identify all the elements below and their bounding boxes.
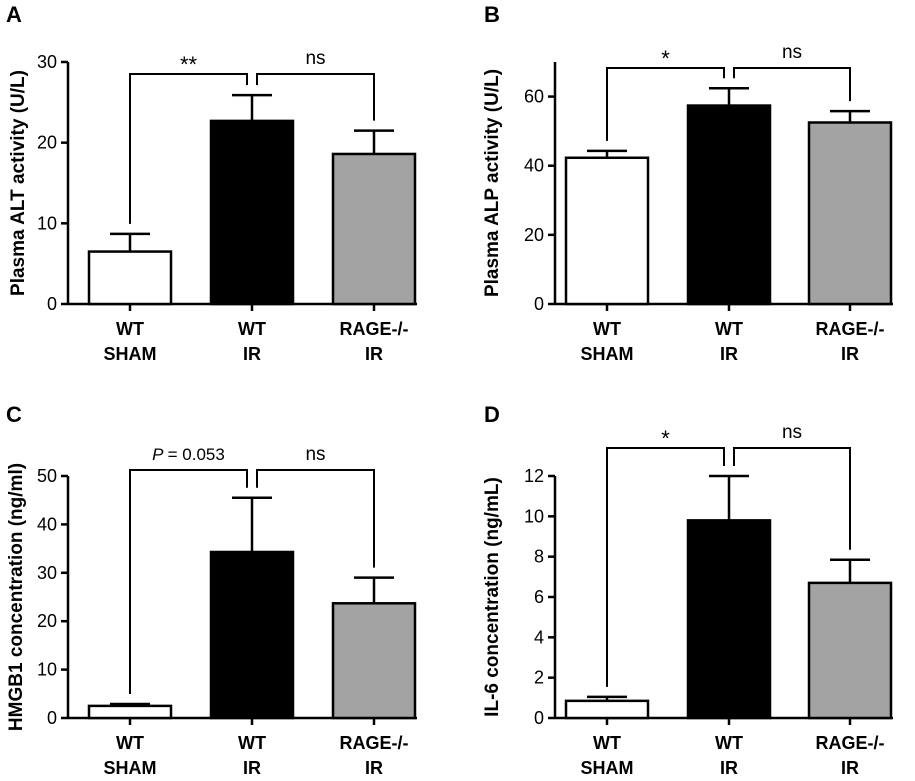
significance-bracket [256, 469, 375, 568]
y-tick-label: 20 [524, 225, 544, 245]
significance-bracket [606, 447, 725, 687]
x-tick-label: IR [841, 344, 859, 364]
bar [331, 602, 417, 720]
x-tick-label: RAGE-/- [340, 319, 409, 339]
y-tick-label: 10 [37, 660, 57, 680]
y-tick-label: 6 [534, 587, 544, 607]
x-tick-label: IR [243, 344, 261, 364]
x-tick-label: RAGE-/- [340, 733, 409, 753]
significance-bracket [129, 469, 248, 694]
bar [564, 156, 650, 306]
x-tick-label: WT [593, 319, 621, 339]
y-tick-label: 10 [524, 506, 544, 526]
bar [87, 250, 173, 306]
x-tick-label: IR [720, 344, 738, 364]
significance-bracket [129, 73, 248, 224]
x-tick-label: SHAM [104, 758, 157, 778]
bar [331, 152, 417, 306]
panel-letter: A [6, 2, 22, 27]
y-tick-label: 0 [534, 294, 544, 314]
bar [686, 519, 772, 720]
panel-letter: D [484, 402, 500, 427]
chart-panel-b: B Plasma ALP activity (U/L) 0 20 40 60 WT SHAM W… [482, 2, 893, 364]
x-tick-label: RAGE-/- [816, 733, 885, 753]
y-tick-label: 20 [37, 611, 57, 631]
x-tick-label: IR [365, 344, 383, 364]
y-tick-label: 8 [534, 547, 544, 567]
y-axis-label: Plasma ALP activity (U/L) [482, 69, 503, 297]
significance-bracket [606, 67, 725, 141]
chart-panel-c: C HMGB1 concentration (ng/ml) 0 10 20 30 40 50 W… [6, 402, 417, 778]
bar [209, 119, 295, 306]
y-tick-label: 40 [524, 156, 544, 176]
bar [209, 550, 295, 720]
y-tick-label: 0 [47, 708, 57, 728]
panel-letter: B [484, 2, 500, 27]
significance-bracket [733, 67, 851, 102]
significance-label: ns [782, 42, 802, 63]
y-axis-label: IL-6 concentration (ng/mL) [482, 477, 503, 717]
x-tick-label: SHAM [581, 344, 634, 364]
significance-label: P = 0.053 [152, 445, 225, 464]
significance-label: * [661, 426, 670, 451]
y-tick-label: 30 [37, 52, 57, 72]
y-tick-label: 4 [534, 627, 544, 647]
bar [87, 704, 173, 720]
y-axis-label: Plasma ALT activity (U/L) [8, 70, 29, 296]
y-tick-label: 30 [37, 563, 57, 583]
p-value-text: = 0.053 [168, 445, 225, 464]
significance-label: ns [305, 48, 325, 69]
significance-label: * [661, 46, 670, 71]
y-axis-label: HMGB1 concentration (ng/ml) [6, 463, 27, 731]
significance-bracket [733, 447, 851, 550]
p-value-symbol: P [152, 445, 167, 464]
significance-label: ns [305, 444, 325, 465]
x-tick-label: WT [238, 319, 266, 339]
significance-label: ns [782, 422, 802, 443]
x-tick-label: IR [243, 758, 261, 778]
x-tick-label: WT [238, 733, 266, 753]
chart-panel-d: D IL-6 concentration (ng/mL) 0 2 4 6 8 10 12 WT SH… [482, 402, 893, 778]
x-tick-label: SHAM [581, 758, 634, 778]
chart-panel-a: A Plasma ALT activity (U/L) 0 10 20 30 WT SHAM W… [6, 2, 417, 364]
y-tick-label: 10 [37, 213, 57, 233]
x-tick-label: WT [116, 733, 144, 753]
x-tick-label: IR [365, 758, 383, 778]
significance-bracket [256, 73, 375, 121]
bar [686, 104, 772, 306]
x-tick-label: WT [593, 733, 621, 753]
x-tick-label: WT [116, 319, 144, 339]
bar [564, 699, 650, 720]
y-tick-label: 2 [534, 668, 544, 688]
x-tick-label: IR [720, 758, 738, 778]
bar [807, 581, 893, 720]
x-tick-label: SHAM [104, 344, 157, 364]
x-tick-label: WT [715, 733, 743, 753]
y-tick-label: 50 [37, 466, 57, 486]
y-tick-label: 60 [524, 87, 544, 107]
x-tick-label: WT [715, 319, 743, 339]
y-tick-label: 20 [37, 133, 57, 153]
x-tick-label: RAGE-/- [816, 319, 885, 339]
x-tick-label: IR [841, 758, 859, 778]
y-tick-label: 40 [37, 514, 57, 534]
y-tick-label: 12 [524, 466, 544, 486]
y-tick-label: 0 [47, 294, 57, 314]
panel-letter: C [6, 402, 22, 427]
y-tick-label: 0 [534, 708, 544, 728]
significance-label: ** [180, 52, 198, 77]
bar [807, 121, 893, 306]
